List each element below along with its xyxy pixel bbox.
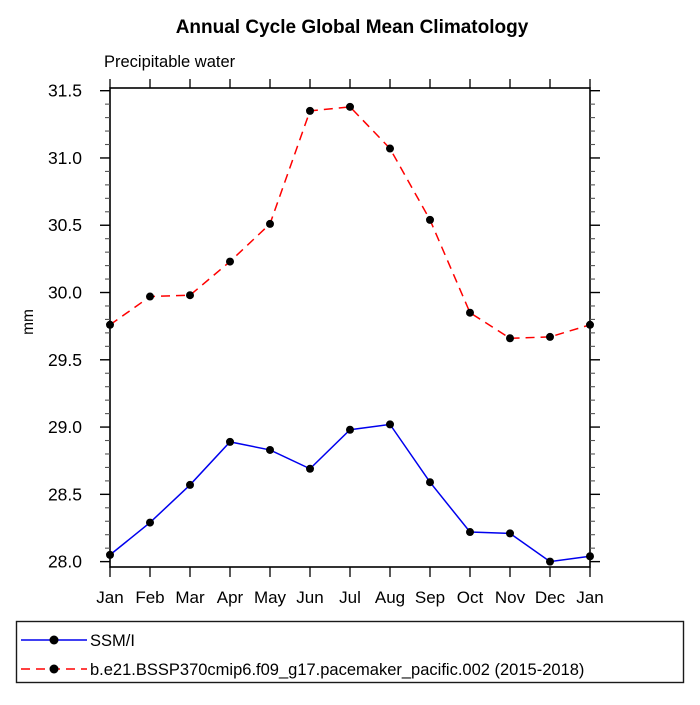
series-line-ssmi xyxy=(109,423,591,563)
plot-frame xyxy=(109,87,591,568)
data-point-marker xyxy=(346,102,354,111)
data-point-marker xyxy=(306,106,314,115)
chart-subtitle: Precipitable water xyxy=(104,53,236,71)
x-tick-label: Aug xyxy=(375,588,405,607)
legend-label: b.e21.BSSP370cmip6.f09_g17.pacemaker_pac… xyxy=(90,661,584,679)
data-point-marker xyxy=(426,215,434,224)
x-tick-label: Apr xyxy=(217,588,244,607)
data-point-marker xyxy=(266,445,274,454)
data-point-marker xyxy=(226,257,234,266)
data-point-marker xyxy=(146,518,154,527)
data-point-marker xyxy=(186,291,194,300)
x-tick-label: May xyxy=(254,588,287,607)
x-tick-label: Jan xyxy=(576,588,603,607)
x-tick-label: Nov xyxy=(495,588,526,607)
x-tick-label: Jan xyxy=(96,588,123,607)
chart-title: Annual Cycle Global Mean Climatology xyxy=(176,17,529,38)
data-point-marker xyxy=(426,478,434,487)
axes-layer: 28.0 28.5 29.0 29.5 30.0 30.5 31.0 31.5 Jan Feb Ma… xyxy=(48,79,604,607)
data-point-marker xyxy=(386,420,394,429)
data-point-marker xyxy=(546,557,554,566)
legend-marker xyxy=(49,664,59,674)
x-tick-label: Feb xyxy=(135,588,164,607)
series-layer xyxy=(106,102,594,566)
y-tick-label: 29.0 xyxy=(48,417,82,437)
data-point-marker xyxy=(586,552,594,561)
x-tick-label: Dec xyxy=(535,588,566,607)
data-point-marker xyxy=(226,437,234,446)
x-tick-label: Jun xyxy=(296,588,323,607)
data-point-marker xyxy=(506,529,514,538)
x-tick-label: Sep xyxy=(415,588,445,607)
data-point-marker xyxy=(106,320,114,329)
data-point-marker xyxy=(506,334,514,343)
y-tick-label: 30.5 xyxy=(48,215,82,235)
data-point-marker xyxy=(466,308,474,317)
data-point-marker xyxy=(146,292,154,301)
data-point-marker xyxy=(466,528,474,537)
data-point-marker xyxy=(266,219,274,228)
legend-box xyxy=(15,620,685,684)
y-tick-label: 29.5 xyxy=(48,350,82,370)
data-point-marker xyxy=(386,144,394,153)
y-tick-label: 30.0 xyxy=(48,283,82,303)
legend-marker xyxy=(49,635,59,645)
x-tick-label: Jul xyxy=(339,588,361,607)
data-point-marker xyxy=(306,464,314,473)
data-point-marker xyxy=(106,550,114,559)
x-tick-label: Mar xyxy=(175,588,205,607)
series-line-model xyxy=(109,106,591,340)
y-tick-label: 31.5 xyxy=(48,81,82,101)
data-point-marker xyxy=(186,480,194,489)
y-tick-label: 28.5 xyxy=(48,484,82,504)
data-point-marker xyxy=(346,425,354,434)
x-tick-label: Oct xyxy=(457,588,484,607)
data-point-marker xyxy=(546,332,554,341)
legend: SSM/I b.e21.BSSP370cmip6.f09_g17.pacemake… xyxy=(15,620,685,684)
y-tick-label: 28.0 xyxy=(48,552,82,572)
legend-label: SSM/I xyxy=(90,632,135,650)
y-axis-label: mm xyxy=(20,309,37,335)
data-point-marker xyxy=(586,320,594,329)
y-tick-label: 31.0 xyxy=(48,148,82,168)
